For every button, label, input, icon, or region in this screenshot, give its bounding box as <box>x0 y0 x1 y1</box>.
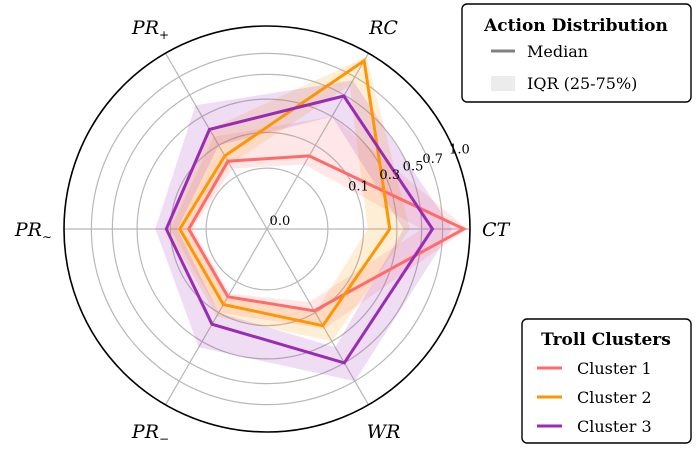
radial-tick-label: 0.5 <box>403 159 424 174</box>
legend-clusters-title: Troll Clusters <box>541 330 671 350</box>
legend-median-label: Median <box>527 42 588 61</box>
grid-spoke-prm <box>164 228 268 406</box>
radial-tick-labels: 0.0 0.1 0.30.5 0.7 1.0 <box>270 143 470 229</box>
median-line-cluster-2 <box>178 58 392 328</box>
radial-tick-label: 0.0 <box>270 214 291 229</box>
axis-label-prm: PR− <box>131 421 169 446</box>
grid-spoke-prp <box>164 52 268 230</box>
legend-cluster-2-label: Cluster 2 <box>577 388 652 407</box>
radial-tick-label: 0.3 <box>379 168 400 183</box>
median-line-cluster-1 <box>187 154 468 313</box>
legend-action-box <box>461 3 692 103</box>
outer-ring <box>63 25 471 433</box>
radial-tick-label: 0.7 <box>422 152 443 167</box>
grid-spoke-wr <box>266 228 370 406</box>
axis-label-prn: PR∼ <box>14 219 52 244</box>
axis-label-rc: RC <box>368 17 398 39</box>
legend-troll-clusters: Troll Clusters Cluster 1 Cluster 2 Clust… <box>521 318 692 444</box>
legend-iqr-swatch <box>491 76 515 91</box>
legend-action-distribution: Action Distribution Median IQR (25-75%) <box>461 3 692 103</box>
legend-iqr-label: IQR (25-75%) <box>527 74 637 93</box>
median-line-cluster-3 <box>164 94 435 365</box>
radial-tick-label: 1.0 <box>449 143 470 158</box>
axis-label-wr: WR <box>367 421 401 443</box>
axis-labels: CT RC PR+ PR∼ PR− WR <box>14 17 511 446</box>
legend-cluster-3-label: Cluster 3 <box>577 417 652 436</box>
legend-action-title: Action Distribution <box>483 16 668 36</box>
grid-spoke-rc <box>266 52 370 230</box>
iqr-band-cluster-2 <box>166 56 410 342</box>
axis-label-prp: PR+ <box>131 17 169 42</box>
median-lines <box>164 58 468 365</box>
radial-tick-label: 0.1 <box>348 179 369 194</box>
legend-cluster-1-label: Cluster 1 <box>577 359 652 378</box>
legend-clusters-box <box>521 318 692 444</box>
axis-label-ct: CT <box>482 219 511 241</box>
